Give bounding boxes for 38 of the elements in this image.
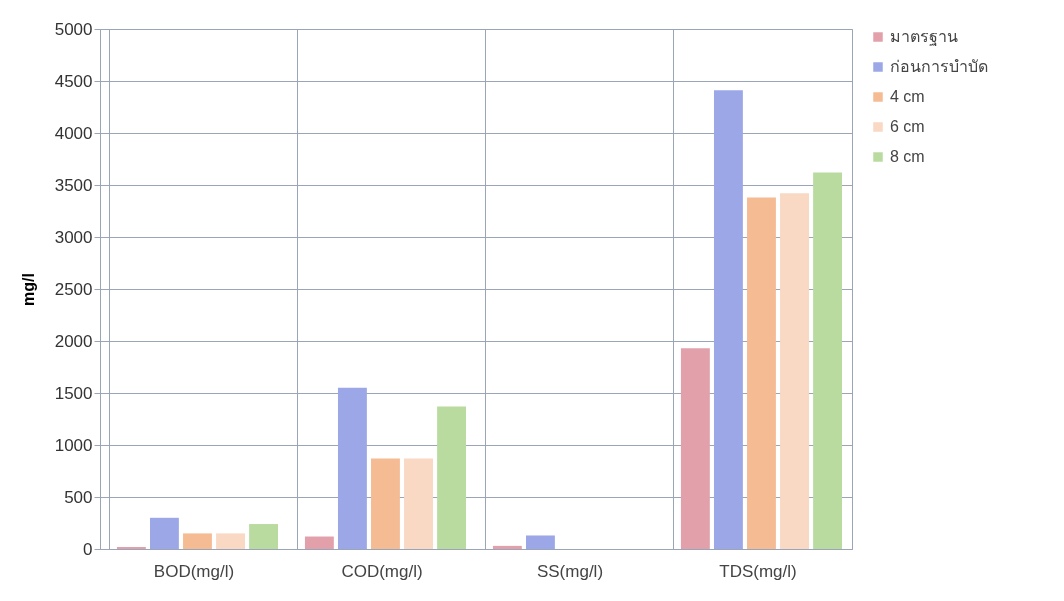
y-tick-label: 1000	[54, 435, 93, 455]
y-axis-title: mg/l	[19, 273, 37, 306]
x-tick-label: COD(mg/l)	[341, 561, 423, 581]
bar	[183, 533, 212, 549]
bar	[747, 197, 776, 549]
bar	[404, 458, 433, 549]
bar	[371, 458, 400, 549]
y-tick-label: 5000	[54, 19, 93, 39]
bar	[216, 533, 245, 549]
x-tick-label: SS(mg/l)	[536, 561, 604, 581]
x-tick-label: TDS(mg/l)	[719, 561, 797, 581]
y-tick-label: 4000	[54, 123, 93, 143]
bar	[525, 535, 555, 549]
legend-label: 8 cm	[890, 148, 925, 165]
bar	[492, 545, 522, 549]
bar	[249, 524, 279, 549]
y-tick-label: 2500	[54, 279, 93, 299]
bar	[780, 193, 809, 549]
x-tick-label: BOD(mg/l)	[153, 561, 235, 581]
bar	[149, 517, 179, 549]
bar	[680, 348, 710, 549]
y-tick-label: 1500	[54, 383, 93, 403]
bar	[437, 406, 467, 549]
y-tick-label: 2000	[54, 331, 93, 351]
bar	[116, 546, 146, 549]
y-tick-label: 0	[83, 539, 93, 559]
y-tick-label: 4500	[54, 71, 93, 91]
legend-label: ก่อนการบำบัด	[890, 58, 988, 75]
legend-label: มาตรฐาน	[890, 28, 958, 46]
bar	[713, 90, 743, 549]
bar	[337, 387, 367, 549]
legend-label: 4 cm	[890, 88, 925, 105]
y-tick-label: 3500	[54, 175, 93, 195]
y-tick-label: 500	[64, 487, 93, 507]
bar	[304, 536, 334, 549]
y-tick-label: 3000	[54, 227, 93, 247]
bar	[813, 172, 843, 549]
legend-label: 6 cm	[890, 118, 925, 135]
